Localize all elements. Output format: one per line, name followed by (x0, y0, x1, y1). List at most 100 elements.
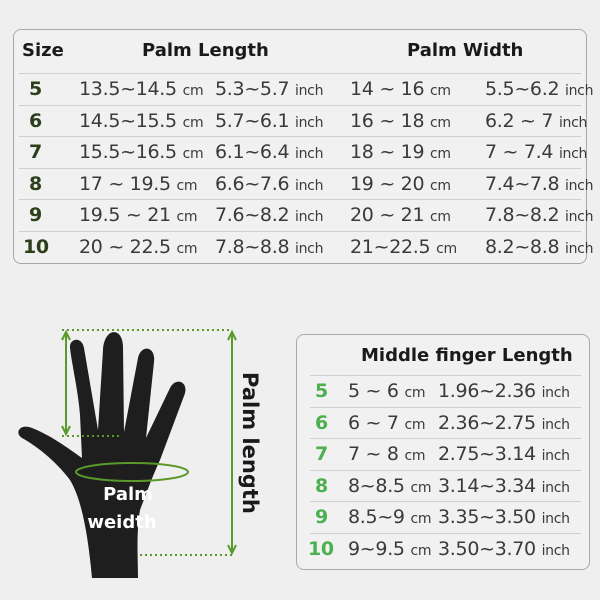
cell-value: 17 ~ 19.5 (79, 172, 171, 195)
unit-label: inch (565, 209, 594, 225)
cell-value: 6.6~7.6 (215, 172, 290, 195)
table-row: 7 15.5~16.5 cm 6.1~6.4 inch 18 ~ 19 cm 7 ~ 7… (19, 136, 587, 170)
unit-label: cm (436, 240, 457, 257)
table-cell: 17 ~ 19.5 cm (79, 169, 198, 202)
table-row: 9 19.5 ~ 21 cm 7.6~8.2 inch 20 ~ 21 cm 7.8~8… (19, 199, 593, 233)
size-table-middle-finger: Middle finger Length 5 5 ~ 6 cm 1.96~2.36 … (296, 334, 590, 570)
cell-value: 9 (29, 204, 42, 226)
table-cell: 6 ~ 7 cm (348, 408, 425, 441)
table-cell: 8.5~9 cm (348, 502, 432, 535)
cell-value: 16 ~ 18 (350, 109, 425, 132)
cell-value: 7.8~8.8 (215, 235, 290, 258)
cell-value: 5 (29, 78, 42, 100)
unit-label: cm (404, 385, 426, 401)
table-cell: 19 ~ 20 cm (350, 169, 451, 202)
size-table-palm: Size Palm Length Palm Width 5 13.5~14.5 c… (13, 29, 593, 265)
palm-width-guide (75, 462, 189, 482)
unit-label: inch (541, 479, 570, 496)
table-cell: 7.8~8.2 inch (485, 200, 593, 233)
cell-value: 6 ~ 7 (348, 411, 399, 434)
cell-value: 19.5 ~ 21 (79, 204, 171, 226)
cell-value: 2.75~3.14 (438, 443, 536, 465)
cell-value: 18 ~ 19 (350, 141, 425, 163)
cell-value: 9 (315, 506, 328, 528)
unit-label: inch (565, 177, 594, 194)
table-row: 10 20 ~ 22.5 cm 7.8~8.8 inch 21~22.5 cm 8.2~… (19, 230, 593, 265)
unit-label: cm (430, 146, 451, 162)
palm-width-label-2: weidth (87, 512, 156, 533)
cell-value: 8~8.5 (348, 474, 405, 497)
cell-value: 20 ~ 22.5 (79, 235, 171, 258)
unit-label: cm (404, 416, 426, 433)
unit-label: inch (295, 83, 324, 99)
table-cell: 8~8.5 cm (348, 471, 432, 504)
cell-value: 6.2 ~ 7 (485, 109, 554, 132)
cell-value: 6.1~6.4 (215, 141, 290, 163)
cell-value: 9~9.5 (348, 537, 405, 560)
unit-label: inch (541, 385, 570, 401)
palm-length-label: Palm length (238, 372, 262, 514)
table-cell: 6.6~7.6 inch (215, 169, 323, 202)
cell-value: 7.4~7.8 (485, 172, 560, 195)
table-cell: 7.6~8.2 inch (215, 200, 323, 233)
table-cell: 2.36~2.75 inch (438, 408, 570, 441)
unit-label: cm (430, 114, 451, 131)
table-row: 6 14.5~15.5 cm 5.7~6.1 inch 16 ~ 18 cm 6.2 ~… (19, 104, 587, 139)
unit-label: cm (410, 479, 432, 496)
table-cell: 19.5 ~ 21 cm (79, 200, 198, 233)
table-cell: 5.3~5.7 inch (215, 74, 323, 107)
table-cell: 5.5~6.2 inch (485, 74, 593, 107)
table-cell: 9 (29, 200, 42, 231)
cell-value: 2.36~2.75 (438, 411, 536, 434)
unit-label: cm (430, 177, 451, 194)
cell-value: 7 ~ 8 (348, 443, 399, 465)
unit-label: inch (558, 146, 588, 162)
cell-value: 15.5~16.5 (79, 141, 177, 163)
table-cell: 6 (315, 408, 328, 439)
table-cell: 5 ~ 6 cm (348, 376, 425, 409)
table-cell: 6.1~6.4 inch (215, 137, 323, 170)
table-cell: 3.50~3.70 inch (438, 534, 570, 567)
unit-label: cm (430, 209, 451, 225)
table-cell: 18 ~ 19 cm (350, 137, 451, 170)
table-cell: 21~22.5 cm (350, 232, 457, 265)
cell-value: 8 (315, 474, 328, 497)
table-cell: 7 ~ 7.4 inch (485, 137, 587, 170)
table-cell: 7.8~8.8 inch (215, 232, 323, 265)
header-palm-width: Palm Width (407, 40, 524, 61)
unit-label: inch (565, 83, 594, 99)
cell-value: 7 (315, 443, 328, 465)
unit-label: inch (541, 542, 570, 559)
cell-value: 7.6~8.2 (215, 204, 290, 226)
table-row: 8 17 ~ 19.5 cm 6.6~7.6 inch 19 ~ 20 cm 7.4~7… (19, 167, 593, 202)
cell-value: 3.35~3.50 (438, 506, 536, 528)
table-cell: 20 ~ 21 cm (350, 200, 451, 233)
unit-label: inch (541, 448, 570, 464)
unit-label: cm (182, 83, 204, 99)
cell-value: 5.5~6.2 (485, 78, 560, 100)
cell-value: 7 (29, 141, 42, 163)
header-middle-finger-length: Middle finger Length (361, 345, 573, 366)
cell-value: 6 (29, 109, 42, 132)
table-cell: 14.5~15.5 cm (79, 106, 204, 139)
cell-value: 13.5~14.5 (79, 78, 177, 100)
cell-value: 10 (308, 537, 334, 560)
cell-value: 21~22.5 (350, 235, 431, 258)
unit-label: inch (295, 177, 324, 194)
unit-label: inch (295, 240, 324, 257)
table-row: 9 8.5~9 cm 3.35~3.50 inch (310, 501, 581, 533)
hand-measurement-diagram: Palm weidth Palm length (18, 329, 262, 578)
table-cell: 20 ~ 22.5 cm (79, 232, 198, 265)
cell-value: 8.5~9 (348, 506, 405, 528)
table-cell: 9 (315, 502, 328, 533)
header-palm-length: Palm Length (142, 40, 269, 61)
table-cell: 7 (315, 439, 328, 470)
unit-label: inch (295, 146, 324, 162)
cell-value: 8.2~8.8 (485, 235, 560, 258)
unit-label: cm (176, 177, 198, 194)
table-cell: 7 ~ 8 cm (348, 439, 425, 472)
cell-value: 7.8~8.2 (485, 204, 560, 226)
table-row: 5 5 ~ 6 cm 1.96~2.36 inch (310, 375, 581, 407)
table-cell: 1.96~2.36 inch (438, 376, 570, 409)
unit-label: inch (295, 114, 324, 131)
